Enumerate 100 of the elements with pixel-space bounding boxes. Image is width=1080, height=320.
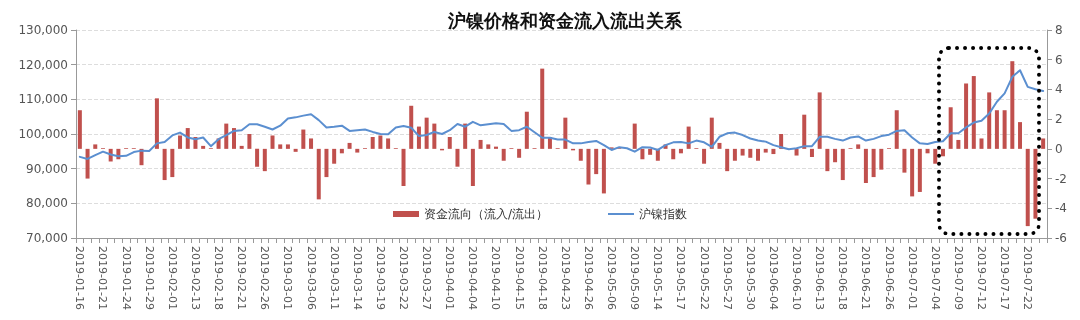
bar [285, 144, 290, 149]
x-tick-label: 2019-03-11 [327, 246, 341, 310]
x-tick-label: 2019-06-10 [790, 246, 804, 310]
x-tick-label: 2019-05-14 [651, 246, 665, 310]
bar [994, 110, 999, 149]
x-tick-label: 2019-02-01 [165, 246, 179, 310]
bar [386, 138, 391, 149]
bar [324, 148, 329, 178]
bar [763, 148, 768, 153]
x-tick-label: 2019-07-12 [975, 246, 988, 310]
bar [540, 68, 545, 149]
bar [871, 148, 876, 178]
x-tick-label: 2019-05-27 [720, 246, 734, 310]
bar [370, 136, 375, 149]
y2-tick-label: 6 [1055, 52, 1063, 67]
bar [524, 111, 529, 149]
bar [224, 123, 229, 149]
bar [455, 148, 460, 167]
x-tick-label: 2019-07-22 [1021, 246, 1035, 310]
bar [894, 110, 899, 149]
y2-tick-label: 0 [1055, 141, 1063, 156]
bar [771, 148, 776, 155]
bar [917, 148, 922, 192]
bar [971, 76, 976, 149]
chart-title: 沪镍价格和资金流入流出关系 [447, 9, 683, 31]
x-tick-label: 2019-02-26 [258, 246, 272, 310]
bar [93, 144, 98, 149]
x-tick-label: 2019-05-06 [605, 246, 619, 310]
bar [586, 148, 591, 185]
bar [856, 144, 861, 149]
bar [940, 148, 945, 157]
bar [486, 144, 491, 149]
x-tick-label: 2019-04-04 [466, 246, 480, 310]
y-tick-label: 70,000 [26, 231, 68, 245]
bar [748, 148, 753, 158]
x-tick-label: 2019-05-22 [697, 246, 711, 310]
bar [979, 138, 984, 149]
bar [409, 105, 414, 149]
x-tick-label: 2019-03-01 [281, 246, 295, 310]
bar [301, 129, 306, 149]
x-tick-label: 2019-01-16 [73, 246, 87, 310]
bar [178, 135, 183, 149]
bar [948, 107, 953, 149]
bar [817, 92, 822, 149]
bar [702, 148, 707, 164]
bar [802, 114, 807, 149]
bar [825, 148, 830, 172]
y2-tick-label: -6 [1055, 231, 1067, 245]
x-tick-label: 2019-04-18 [535, 246, 549, 310]
y2-tick-label: -4 [1055, 201, 1067, 216]
bar [316, 148, 321, 200]
bar [293, 148, 298, 152]
x-tick-label: 2019-04-26 [581, 246, 595, 310]
bar [578, 148, 583, 161]
bar [1002, 110, 1007, 149]
x-tick-label: 2019-04-10 [489, 246, 503, 310]
bar [278, 144, 283, 149]
x-tick-label: 2019-04-23 [558, 246, 572, 310]
bar [933, 148, 938, 164]
bar [170, 148, 175, 178]
legend-label: 沪镍指数 [639, 207, 688, 221]
x-tick-label: 2019-07-01 [905, 246, 919, 310]
bar [601, 148, 606, 194]
y-tick-label: 130,000 [18, 23, 68, 37]
x-tick-label: 2019-02-21 [235, 246, 249, 310]
x-tick-label: 2019-03-22 [397, 246, 411, 310]
bar [879, 148, 884, 170]
bar [154, 98, 159, 149]
x-tick-label: 2019-07-17 [998, 246, 1012, 310]
bar [640, 148, 645, 160]
y2-tick-label: 8 [1055, 23, 1063, 37]
x-tick-label: 2019-05-30 [743, 246, 757, 310]
bar [1010, 61, 1015, 149]
bar [85, 148, 90, 179]
x-tick-label: 2019-03-19 [373, 246, 387, 310]
bar [987, 92, 992, 149]
x-tick-label: 2019-07-04 [928, 246, 942, 310]
bar [517, 148, 522, 158]
bar [732, 148, 737, 161]
bar [563, 117, 568, 149]
bar [185, 128, 190, 149]
y-tick-label: 100,000 [18, 127, 68, 141]
x-tick-label: 2019-03-06 [304, 246, 318, 310]
y-tick-label: 90,000 [26, 161, 68, 176]
bar [501, 148, 506, 161]
bar [231, 128, 236, 149]
bar [1041, 138, 1046, 149]
y2-tick-label: -2 [1055, 171, 1067, 186]
bar [447, 136, 452, 149]
bar [247, 134, 252, 149]
x-tick-label: 2019-02-13 [188, 246, 202, 310]
bar [424, 117, 429, 149]
x-tick-label: 2019-04-01 [443, 246, 457, 310]
bar [255, 148, 260, 167]
bar [77, 110, 82, 149]
bar [740, 148, 745, 156]
y-tick-label: 80,000 [26, 196, 68, 211]
x-tick-label: 2019-01-21 [96, 246, 110, 310]
bar [378, 135, 383, 149]
x-tick-label: 2019-06-04 [766, 246, 780, 310]
